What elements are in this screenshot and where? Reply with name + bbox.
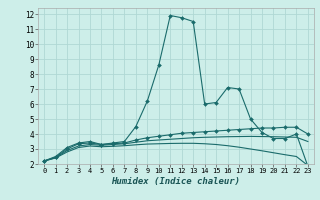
X-axis label: Humidex (Indice chaleur): Humidex (Indice chaleur) [111,177,241,186]
